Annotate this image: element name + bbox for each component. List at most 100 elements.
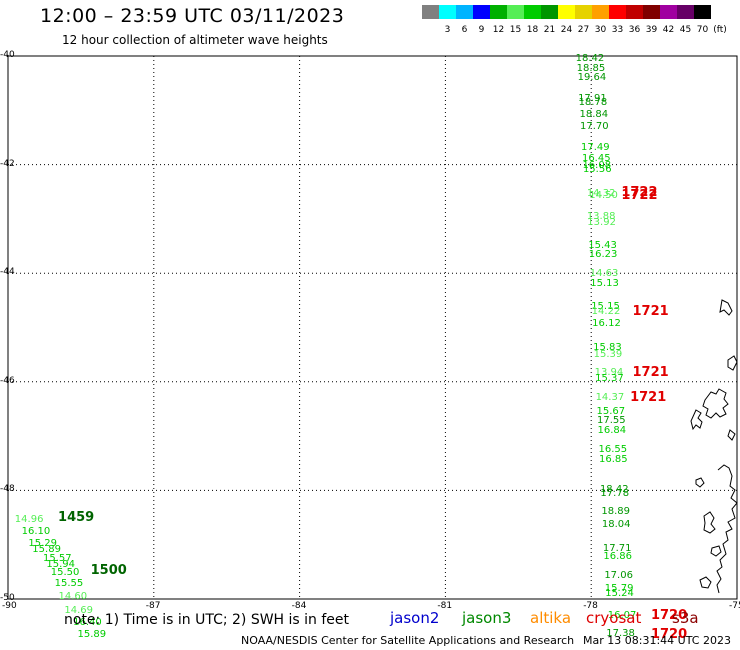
wave-height-reading: 18.84 [579,109,609,121]
color-scale-label: 24 [560,25,573,35]
wave-height-reading: 14.60 [58,591,88,603]
wave-height-reading: 16.45 [581,153,611,165]
wave-height-reading: 18.42 [575,52,605,64]
wave-height-reading: 15.89 [77,629,107,641]
map-subtitle: 12 hour collection of altimeter wave hei… [62,33,328,47]
map-title: 12:00 – 23:59 UTC 03/11/2023 [40,5,345,27]
color-scale-swatch [660,5,677,19]
pass-time-label: 1459 [58,509,95,525]
wave-height-reading: 17.38 [606,627,635,639]
color-scale-swatch [575,5,592,19]
latitude-label: -40 [0,50,15,60]
footer-timestamp: Mar 13 08:31:44 UTC 2023 [583,634,731,647]
pass-time-label: 1720 [650,626,688,642]
color-scale-label: 30 [594,25,607,35]
color-scale-swatch [524,5,541,19]
satellite-legend-s3a: s3a [672,609,699,627]
wave-height-reading: 15.94 [46,558,76,570]
wave-height-reading: 15.89 [32,543,61,555]
wave-height-reading: 17.70 [580,121,609,133]
color-scale-swatch [609,5,626,19]
wave-height-reading: 18.89 [601,506,631,518]
wave-height-reading: 15.56 [582,164,612,176]
wave-height-reading: 18.42 [599,483,629,495]
wave-height-reading: 15.39 [593,348,623,360]
wave-height-reading: 16.55 [598,443,628,455]
color-scale-label: 6 [461,25,468,35]
wave-height-reading: 15.15 [591,301,620,313]
color-scale-label: 18 [526,25,539,35]
color-scale-swatch [456,5,473,19]
longitude-label: -90 [2,601,17,611]
wave-height-reading: 14.63 [589,268,619,280]
wave-height-reading: 15.29 [28,537,58,549]
wave-height-reading: 14.32 [586,187,616,199]
wave-height-reading: 15.83 [593,341,622,353]
latitude-label: -46 [0,375,15,386]
color-scale-swatch [626,5,643,19]
wave-height-reading: 16.84 [597,424,627,436]
wave-height-reading: 15.50 [50,566,80,578]
wave-height-reading: 17.91 [578,93,607,105]
color-scale-label: 42 [662,25,675,35]
wave-height-reading: 16.10 [21,526,51,538]
wave-height-reading: 17.06 [604,570,633,582]
longitude-label: -81 [437,601,453,611]
wave-height-reading: 18.04 [601,519,631,531]
pass-time-label: 1722 [621,187,658,203]
coastline [690,299,738,594]
satellite-legend-altika: altika [530,609,572,627]
wave-height-reading: 18.78 [578,97,608,109]
plot-frame [7,55,738,600]
color-scale-label: 36 [628,25,641,35]
wave-height-reading: 13.92 [587,216,616,228]
color-scale-label: 9 [478,25,485,35]
wave-height-reading: 14.96 [14,513,44,525]
footer-note: note: 1) Time is in UTC; 2) SWH is in fe… [64,612,350,628]
wave-height-reading: 16.07 [607,609,637,621]
color-scale-label: 33 [611,25,624,35]
longitude-label: -75 [729,601,740,611]
wave-height-reading: 15.79 [604,583,634,595]
wave-height-reading: 16.12 [592,317,621,329]
wave-height-reading: 13.94 [594,367,624,379]
color-scale-swatch [507,5,524,19]
color-scale-label: 27 [577,25,590,35]
color-scale-label: 45 [679,25,692,35]
pass-time-label: 1720 [650,607,688,623]
color-scale-label: 15 [509,25,522,35]
wave-height-reading: 19.64 [577,72,607,84]
color-scale-swatch [490,5,507,19]
latitude-label: -48 [0,484,15,495]
wave-height-reading: 15.43 [588,240,617,252]
wave-height-reading: 18.85 [576,63,606,75]
wave-height-reading: 13.88 [586,211,616,223]
latitude-label: -50 [0,593,15,603]
wave-height-reading: 16.86 [603,550,632,562]
wave-height-reading: 15.57 [42,553,72,565]
lat-lon-grid [8,56,737,599]
pass-time-label: 1721 [632,365,669,381]
color-scale-label: 3 [444,25,451,35]
wave-height-reading: 15.24 [605,588,634,600]
wave-height-reading: 15.67 [596,405,626,417]
wave-height-reading: 17.71 [602,542,632,554]
color-scale-swatch [473,5,490,19]
pass-time-label: 1721 [632,304,669,320]
color-scale-label: 70 [696,25,709,35]
satellite-legend-jason2: jason2 [390,609,440,627]
color-scale-swatch [677,5,694,19]
color-scale-swatch [694,5,711,19]
wave-height-reading: 16.08 [582,159,612,171]
pass-time-label: 1721 [630,390,667,406]
wave-height-reading: 16.23 [588,249,618,261]
wave-height-reading: 15.55 [54,577,84,589]
color-scale-label: 21 [543,25,556,35]
color-scale-swatch [558,5,575,19]
longitude-label: -84 [291,601,307,611]
wave-height-reading: 14.22 [591,305,621,317]
color-scale-swatch [592,5,609,19]
wave-height-reading: 17.55 [597,414,626,426]
wave-height-reading: 15.13 [590,277,619,289]
